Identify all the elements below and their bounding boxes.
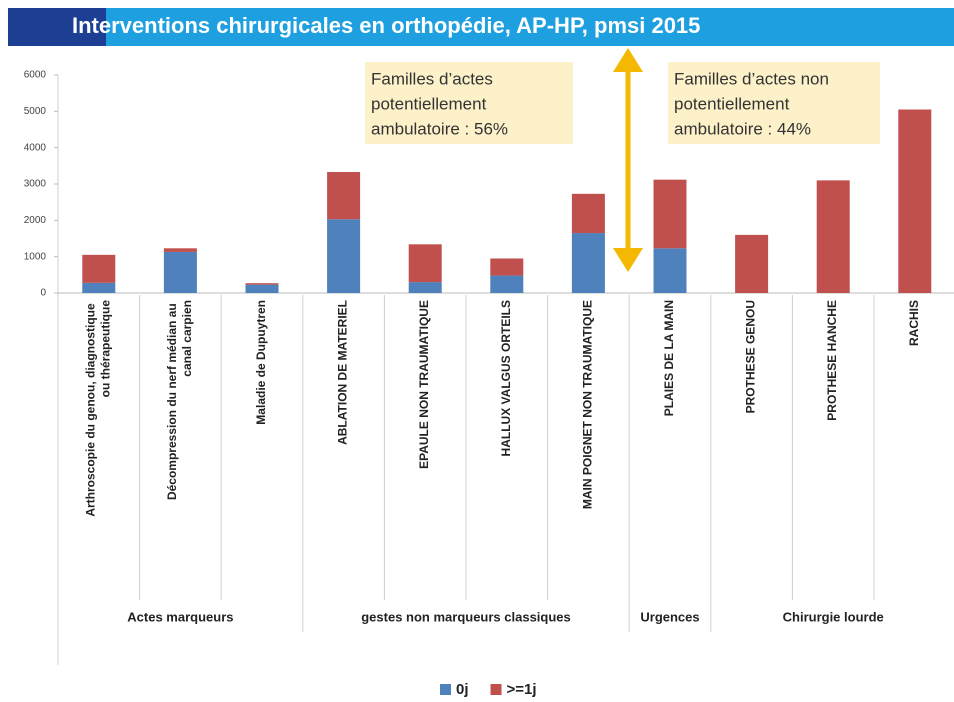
bar-segment bbox=[571, 193, 605, 234]
annotation-box bbox=[668, 62, 880, 144]
legend-label: 0j bbox=[456, 681, 469, 698]
bar-segment bbox=[735, 234, 769, 293]
group-label: Actes marqueurs bbox=[127, 609, 233, 624]
bar-segment bbox=[163, 251, 197, 293]
x-tick-label: ABLATION DE MATERIEL bbox=[336, 300, 350, 445]
arrow-head bbox=[613, 48, 643, 72]
bar-segment bbox=[163, 248, 197, 252]
group-label: Chirurgie lourde bbox=[783, 609, 884, 624]
y-tick-label: 2000 bbox=[24, 215, 47, 226]
bar-segment bbox=[245, 283, 279, 285]
annotation-text: potentiellement bbox=[674, 94, 790, 113]
title-banner-accent bbox=[8, 8, 106, 46]
bar-segment bbox=[408, 244, 442, 283]
bar-segment bbox=[816, 180, 850, 293]
arrow-head bbox=[613, 248, 643, 272]
x-tick-label: HALLUX VALGUS ORTEILS bbox=[499, 300, 513, 456]
bar-segment bbox=[327, 219, 361, 293]
x-tick-label: Maladie de Dupuytren bbox=[254, 300, 268, 425]
x-tick-label: MAIN POIGNET NON TRAUMATIQUE bbox=[581, 300, 595, 509]
y-tick-label: 6000 bbox=[24, 70, 47, 81]
x-tick-label: PROTHESE HANCHE bbox=[825, 300, 839, 421]
annotation-text: ambulatoire : 44% bbox=[674, 119, 811, 138]
annotation-box bbox=[365, 62, 573, 144]
bar-segment bbox=[82, 254, 116, 283]
bar-segment bbox=[653, 179, 687, 249]
annotation-text: Familles d’actes non bbox=[674, 69, 829, 88]
annotation-text: potentiellement bbox=[371, 94, 487, 113]
bar-segment bbox=[408, 282, 442, 293]
bar-segment bbox=[245, 284, 279, 293]
x-tick-label: RACHIS bbox=[907, 300, 921, 346]
legend-label: >=1j bbox=[507, 681, 537, 698]
group-label: gestes non marqueurs classiques bbox=[361, 609, 571, 624]
y-tick-label: 0 bbox=[40, 288, 46, 299]
bar-segment bbox=[327, 172, 361, 220]
y-tick-label: 3000 bbox=[24, 179, 47, 190]
chart-title: Interventions chirurgicales en orthopédi… bbox=[72, 13, 700, 38]
bar-segment bbox=[571, 233, 605, 293]
group-label: Urgences bbox=[640, 609, 699, 624]
annotation-text: Familles d’actes bbox=[371, 69, 493, 88]
x-tick-label: PLAIES DE LA MAIN bbox=[662, 300, 676, 416]
legend-swatch bbox=[440, 684, 451, 695]
y-tick-label: 4000 bbox=[24, 142, 47, 153]
bar-segment bbox=[490, 275, 524, 293]
y-tick-label: 1000 bbox=[24, 251, 47, 262]
bar-segment bbox=[490, 258, 524, 276]
title-banner bbox=[8, 8, 954, 46]
x-tick-label: EPAULE NON TRAUMATIQUE bbox=[417, 300, 431, 469]
bar-segment bbox=[653, 248, 687, 293]
annotation-text: ambulatoire : 56% bbox=[371, 119, 508, 138]
x-tick-label: PROTHESE GENOU bbox=[744, 300, 758, 413]
x-tick-label: Arthroscopie du genou, diagnostique ou t… bbox=[83, 300, 112, 517]
legend-swatch bbox=[490, 684, 502, 695]
bar-segment bbox=[82, 282, 116, 293]
y-tick-label: 5000 bbox=[24, 106, 47, 117]
x-tick-label: Décompression du nerf médian au canal ca… bbox=[165, 300, 194, 500]
bar-segment bbox=[898, 109, 932, 294]
